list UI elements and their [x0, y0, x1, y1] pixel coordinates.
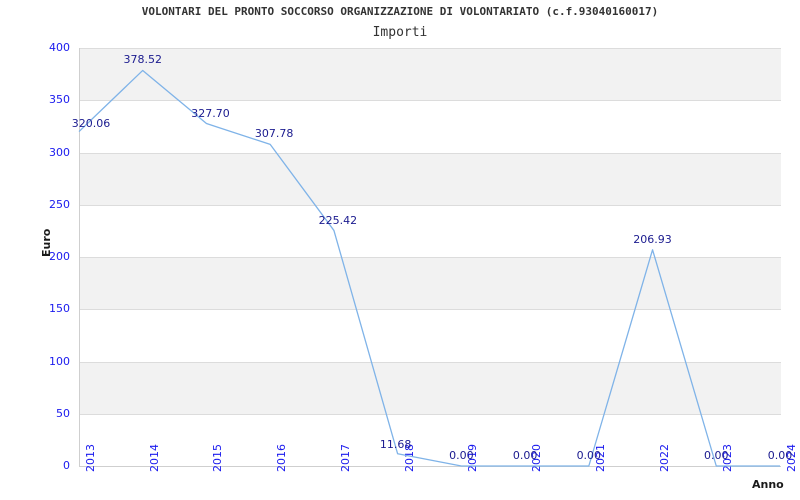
y-tick-label: 150: [49, 302, 70, 316]
gridline: [80, 309, 781, 311]
y-tick-label: 50: [56, 406, 70, 420]
x-tick-label: 2017: [338, 444, 352, 472]
x-axis-title: Anno: [752, 478, 784, 491]
data-point-label: 320.06: [71, 116, 111, 130]
plot-area: [79, 48, 781, 467]
data-point-label: 378.52: [123, 53, 162, 67]
data-point-label: 0.00: [449, 449, 474, 462]
gridline: [80, 361, 781, 363]
data-point-label: 0.00: [512, 449, 538, 462]
data-point-label: 11.68: [379, 437, 412, 451]
y-tick-label: 200: [49, 250, 70, 263]
data-point-label: 0.00: [704, 449, 729, 462]
grid-band: [80, 257, 781, 310]
gridline: [80, 152, 781, 154]
gridline: [80, 100, 781, 102]
y-tick-label: 100: [49, 354, 70, 368]
gridline: [80, 48, 781, 49]
data-point-label: 327.70: [191, 106, 230, 120]
y-tick-label: 400: [49, 41, 70, 54]
y-tick-label: 250: [49, 197, 70, 211]
data-point-label: 206.93: [633, 232, 672, 246]
grid-band: [80, 152, 781, 205]
x-tick-label: 2014: [147, 444, 161, 472]
y-tick-label: 0: [63, 459, 70, 472]
data-point-label: 0.00: [767, 449, 793, 462]
grid-band: [80, 361, 781, 414]
chart-title: VOLONTARI DEL PRONTO SOCCORSO ORGANIZZAZ…: [141, 5, 659, 18]
x-tick-label: 2013: [84, 444, 97, 472]
x-tick-label: 2015: [211, 444, 225, 472]
data-point-label: 307.78: [254, 127, 294, 141]
grid-band: [80, 48, 781, 101]
chart-subtitle: Importi: [372, 25, 428, 40]
gridline: [80, 257, 781, 258]
x-tick-label: 2016: [275, 444, 289, 472]
gridline: [80, 413, 781, 415]
data-point-label: 0.00: [576, 449, 602, 462]
y-axis-title: Euro: [40, 228, 53, 257]
y-tick-label: 350: [49, 93, 70, 107]
y-tick-label: 300: [49, 145, 70, 159]
x-tick-label: 2022: [657, 444, 671, 472]
data-point-label: 225.42: [318, 214, 358, 228]
gridline: [80, 204, 781, 206]
